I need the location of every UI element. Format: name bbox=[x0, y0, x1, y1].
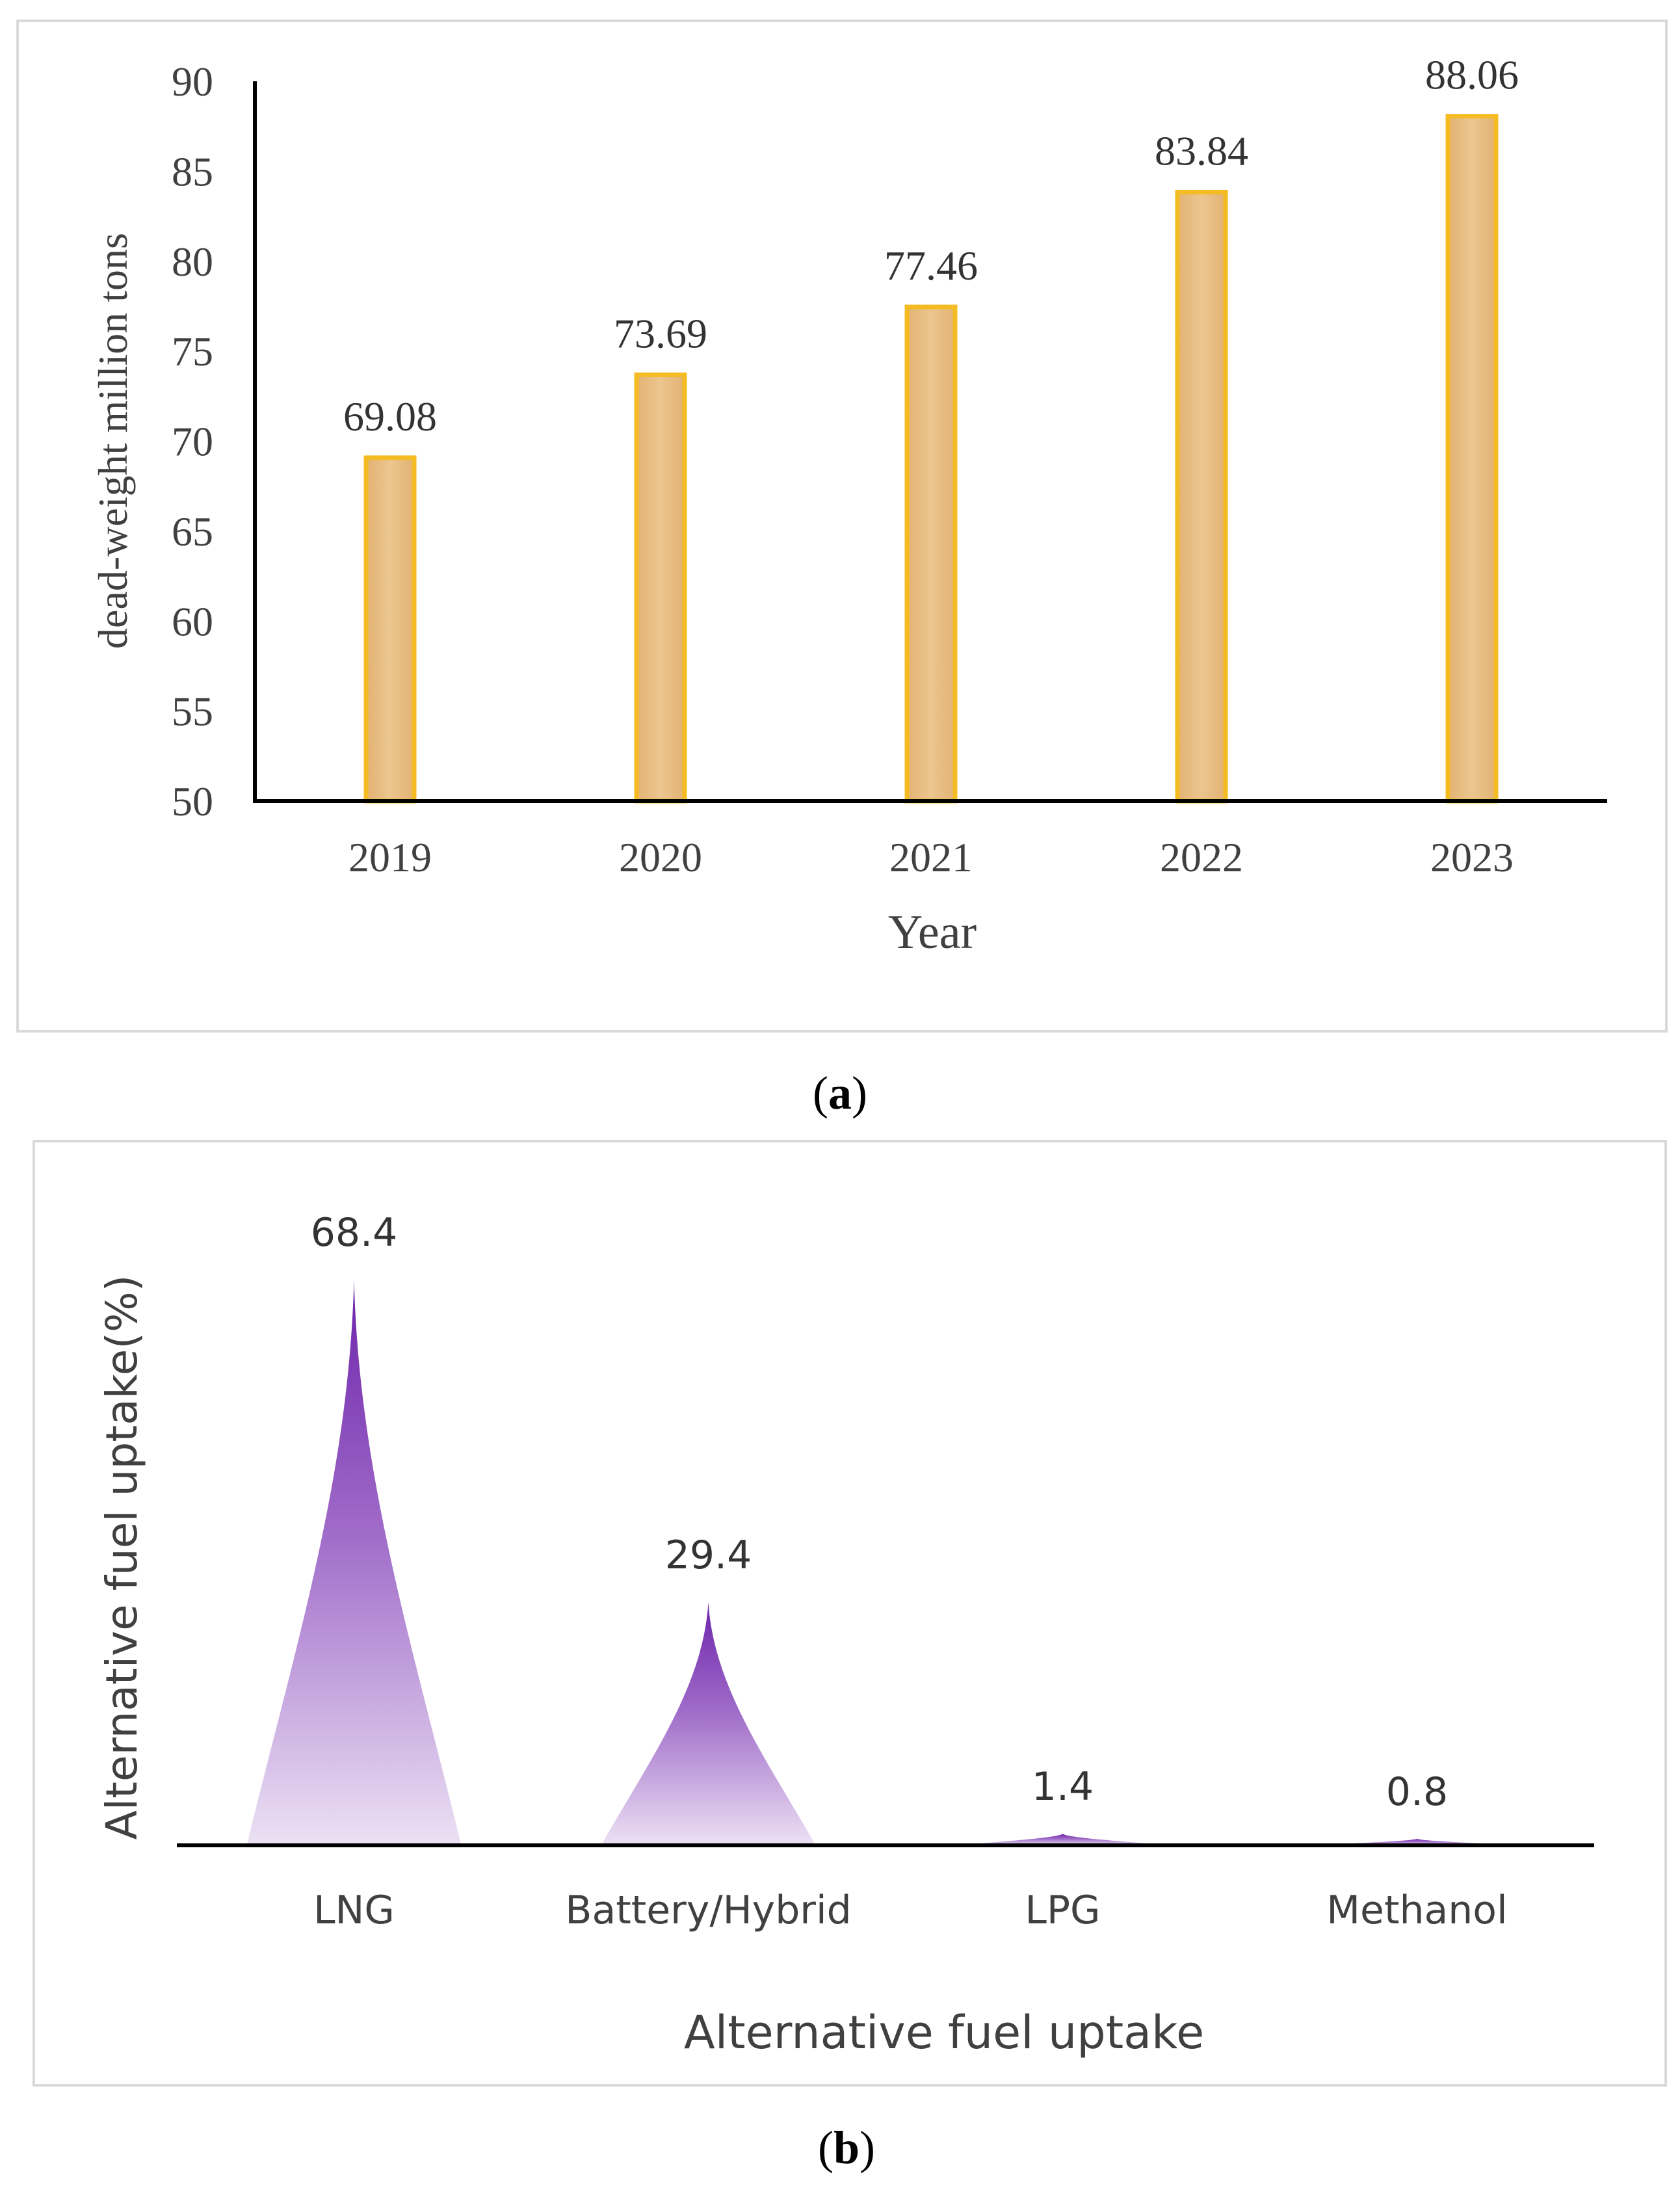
data-label-2022: 83.84 bbox=[1155, 127, 1248, 174]
x-tick-2023: 2023 bbox=[1430, 834, 1514, 880]
x-tick-lpg: LPG bbox=[1025, 1888, 1100, 1933]
x-tick-2022: 2022 bbox=[1160, 834, 1243, 880]
panel-a-y-axis-label: dead-weight million tons bbox=[90, 233, 136, 649]
bar-2022 bbox=[1175, 189, 1228, 804]
bar-2020 bbox=[634, 372, 687, 804]
panel-a-y-tick-label: 80 bbox=[172, 239, 213, 285]
data-label-2021: 77.46 bbox=[884, 243, 978, 289]
panel-a-frame bbox=[16, 20, 1668, 1033]
x-tick-battery-hybrid: Battery/Hybrid bbox=[565, 1888, 851, 1933]
panel-b-frame bbox=[33, 1140, 1667, 2087]
data-label-lpg: 1.4 bbox=[1032, 1764, 1094, 1810]
bar-2023 bbox=[1445, 114, 1499, 804]
bar-2019 bbox=[363, 455, 417, 804]
data-label-2020: 73.69 bbox=[614, 310, 707, 356]
panel-a-y-tick-label: 65 bbox=[172, 508, 213, 555]
data-label-lng: 68.4 bbox=[311, 1210, 398, 1256]
panel-a-x-axis-label: Year bbox=[888, 906, 977, 959]
cone-lpg bbox=[955, 1834, 1170, 1845]
panel-b-data-labels: 68.4 29.4 1.4 0.8 bbox=[311, 1210, 1449, 1815]
cone-battery-hybrid bbox=[601, 1602, 816, 1845]
data-label-2019: 69.08 bbox=[343, 393, 437, 440]
caption-a: (a) bbox=[813, 1067, 867, 1119]
panel-a-y-tick-label: 85 bbox=[172, 148, 213, 194]
panel-a-y-tick-label: 90 bbox=[172, 59, 213, 105]
panel-a-y-tick-label: 55 bbox=[172, 689, 213, 735]
data-label-2023: 88.06 bbox=[1425, 52, 1519, 98]
x-tick-lng: LNG bbox=[313, 1888, 395, 1933]
panel-a-chart: 50 55 60 65 70 75 80 85 90 69.08 73.69 77.46 83.84 8… bbox=[16, 20, 1668, 1033]
panel-a-data-labels: 69.08 73.69 77.46 83.84 88.06 bbox=[343, 52, 1519, 440]
panel-a-y-tick-label: 60 bbox=[172, 598, 213, 644]
panel-a-y-ticks: 50 55 60 65 70 75 80 85 90 bbox=[172, 59, 213, 824]
x-tick-2020: 2020 bbox=[619, 834, 702, 880]
bar-2021 bbox=[904, 304, 958, 804]
x-tick-methanol: Methanol bbox=[1326, 1888, 1507, 1933]
panel-a-bars bbox=[363, 114, 1499, 804]
panel-b-x-ticks: LNG Battery/Hybrid LPG Methanol bbox=[313, 1888, 1508, 1933]
panel-a-y-tick-label: 70 bbox=[172, 419, 213, 465]
x-tick-2021: 2021 bbox=[889, 834, 973, 880]
panel-a-x-ticks: 2019 2020 2021 2022 2023 bbox=[348, 834, 1514, 880]
data-label-methanol: 0.8 bbox=[1386, 1769, 1448, 1815]
x-tick-2019: 2019 bbox=[348, 834, 432, 880]
panel-a-y-tick-label: 75 bbox=[172, 328, 213, 375]
panel-b-y-axis-label: Alternative fuel uptake(%) bbox=[97, 1275, 147, 1840]
panel-b-x-axis-label: Alternative fuel uptake bbox=[684, 2006, 1204, 2059]
panel-b-chart: 68.4 29.4 1.4 0.8 LNG Battery/Hybrid LPG Metha… bbox=[33, 1140, 1667, 2087]
cone-lng bbox=[246, 1280, 462, 1845]
data-label-battery-hybrid: 29.4 bbox=[665, 1533, 752, 1578]
caption-b: (b) bbox=[818, 2122, 875, 2174]
panel-a-y-tick-label: 50 bbox=[172, 778, 213, 824]
